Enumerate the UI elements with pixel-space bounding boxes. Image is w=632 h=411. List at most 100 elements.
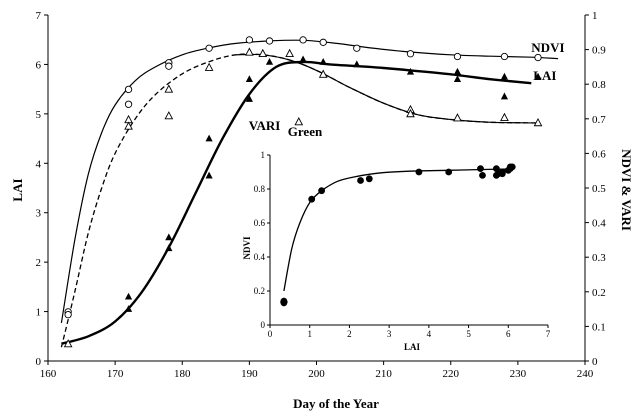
inset-point bbox=[308, 196, 315, 203]
inset-frame bbox=[228, 144, 578, 360]
ndvi-point bbox=[300, 37, 306, 43]
lai-point bbox=[454, 68, 461, 75]
lai-point bbox=[353, 60, 360, 67]
vari-annotation-subscript: Green bbox=[288, 124, 323, 139]
ndvi-point bbox=[354, 45, 360, 51]
lai-point bbox=[320, 58, 327, 65]
y-tick-label: 0 bbox=[36, 356, 42, 368]
x-tick-label: 190 bbox=[241, 368, 258, 380]
ndvi-point bbox=[266, 38, 272, 44]
x-axis-label: Day of the Year bbox=[293, 396, 379, 411]
ndvi-point bbox=[246, 37, 252, 43]
y-right-tick-label: 0.9 bbox=[592, 45, 606, 57]
vari-annotation: VARI bbox=[249, 118, 281, 133]
vari-point bbox=[501, 114, 508, 121]
inset-point bbox=[366, 175, 373, 182]
inset-y-tick-label: 0.8 bbox=[254, 184, 266, 194]
x-tick-label: 160 bbox=[40, 368, 57, 380]
vari-point bbox=[206, 64, 213, 71]
y-right-tick-label: 0.7 bbox=[592, 114, 606, 126]
y-right-tick-label: 0.3 bbox=[592, 252, 606, 264]
lai-point bbox=[125, 293, 132, 300]
x-tick-label: 170 bbox=[107, 368, 124, 380]
inset-y-tick-label: 0.2 bbox=[254, 286, 265, 296]
ndvi-point bbox=[125, 86, 131, 92]
inset-point bbox=[357, 177, 364, 184]
x-tick-label: 220 bbox=[443, 368, 460, 380]
y-right-tick-label: 0.8 bbox=[592, 79, 606, 91]
inset-y-tick-label: 0.4 bbox=[254, 252, 266, 262]
vari-point bbox=[286, 50, 293, 57]
vari-point bbox=[165, 112, 172, 119]
inset-point bbox=[509, 164, 516, 171]
y-right-tick-label: 0.1 bbox=[592, 321, 606, 333]
vari-point bbox=[320, 71, 327, 78]
ndvi-point bbox=[125, 101, 131, 107]
inset-y-tick-label: 1 bbox=[261, 150, 266, 160]
inset-point bbox=[416, 169, 423, 176]
x-tick-label: 200 bbox=[308, 368, 325, 380]
inset-y-tick-label: 0 bbox=[261, 320, 266, 330]
vari-point bbox=[454, 114, 461, 121]
y-right-tick-label: 0.4 bbox=[592, 218, 606, 230]
ndvi-point bbox=[535, 54, 541, 60]
y-tick-label: 4 bbox=[36, 158, 42, 170]
y-tick-label: 6 bbox=[36, 59, 42, 71]
inset-x-tick-label: 3 bbox=[387, 329, 392, 339]
inset-x-axis-label: LAI bbox=[404, 342, 421, 352]
inset-x-tick-label: 7 bbox=[546, 329, 551, 339]
y-right-tick-label: 0.5 bbox=[592, 183, 606, 195]
ndvi-point bbox=[407, 51, 413, 57]
x-tick-label: 230 bbox=[510, 368, 527, 380]
inset-point bbox=[479, 172, 486, 179]
lai-point bbox=[165, 233, 172, 240]
lai-point bbox=[501, 73, 508, 80]
ndvi-annotation: NDVI bbox=[531, 40, 564, 55]
lai-point bbox=[501, 93, 508, 100]
y-tick-label: 7 bbox=[36, 10, 42, 22]
inset-y-tick-label: 0.6 bbox=[254, 218, 266, 228]
annotations: NDVI LAI VARI Green bbox=[249, 40, 565, 139]
y-axis-right-label: NDVI & VARI bbox=[619, 149, 632, 231]
lai-annotation: LAI bbox=[533, 68, 556, 83]
ndvi-point bbox=[501, 53, 507, 59]
ndvi-point bbox=[320, 39, 326, 45]
y-right-tick-label: 0.2 bbox=[592, 287, 606, 299]
y-tick-label: 1 bbox=[36, 307, 42, 319]
lai-point bbox=[266, 58, 273, 65]
inset-x-tick-label: 1 bbox=[307, 329, 312, 339]
inset-chart: 0 1 2 3 4 5 6 7 0 0.2 0.4 0.6 0.8 1 LAI NDVI bbox=[228, 144, 578, 360]
inset-point bbox=[477, 165, 484, 172]
inset-x-tick-label: 5 bbox=[466, 329, 471, 339]
inset-point bbox=[445, 169, 452, 176]
inset-x-tick-label: 4 bbox=[427, 329, 432, 339]
vari-point bbox=[165, 85, 172, 92]
x-tick-label: 180 bbox=[174, 368, 191, 380]
inset-y-axis-label: NDVI bbox=[242, 236, 252, 259]
ndvi-point bbox=[65, 311, 71, 317]
inset-point bbox=[318, 187, 325, 194]
y-tick-label: 5 bbox=[36, 109, 42, 121]
inset-point bbox=[499, 169, 506, 176]
vari-point bbox=[259, 50, 266, 57]
ndvi-point bbox=[166, 63, 172, 69]
y-tick-label: 3 bbox=[36, 208, 42, 220]
lai-point bbox=[299, 55, 306, 62]
inset-x-tick-label: 0 bbox=[268, 329, 273, 339]
y-tick-label: 2 bbox=[36, 257, 42, 269]
lai-point bbox=[246, 75, 253, 82]
vari-annotation-marker bbox=[295, 118, 302, 125]
ndvi-point bbox=[454, 53, 460, 59]
lai-point bbox=[165, 244, 172, 251]
y-right-tick-label: 1 bbox=[592, 10, 598, 22]
x-tick-label: 240 bbox=[577, 368, 594, 380]
inset-x-tick-label: 2 bbox=[347, 329, 352, 339]
x-tick-label: 210 bbox=[375, 368, 392, 380]
ndvi-point bbox=[206, 45, 212, 51]
lai-point bbox=[206, 135, 213, 142]
inset-x-tick-label: 6 bbox=[506, 329, 511, 339]
vari-point bbox=[246, 48, 253, 55]
y-axis-label: LAI bbox=[10, 178, 25, 201]
y-right-tick-label: 0 bbox=[592, 356, 598, 368]
